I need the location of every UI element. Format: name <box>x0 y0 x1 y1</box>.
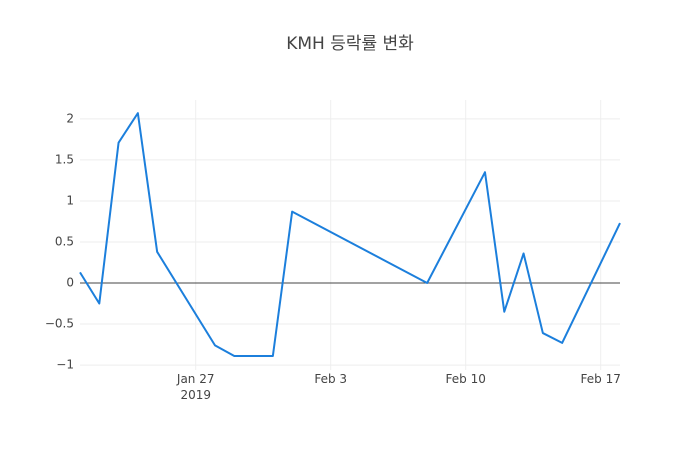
line-series <box>79 112 621 358</box>
y-tick-label: 2 <box>66 111 74 125</box>
x-tick-label: Feb 17 <box>581 372 621 386</box>
x-tick-label: Feb 10 <box>446 372 486 386</box>
y-tick-label: 1 <box>66 193 74 207</box>
chart-title: KMH 등락률 변화 <box>286 34 414 54</box>
y-tick-label: −0.5 <box>45 317 74 331</box>
x-tick-label: Jan 27 2019 <box>176 372 215 402</box>
y-tick-label: 1.5 <box>55 152 74 166</box>
x-tick-label: Feb 3 <box>314 372 347 386</box>
y-tick-label: −1 <box>56 358 74 372</box>
y-tick-label: 0 <box>66 276 74 290</box>
y-tick-label: 0.5 <box>55 234 74 248</box>
